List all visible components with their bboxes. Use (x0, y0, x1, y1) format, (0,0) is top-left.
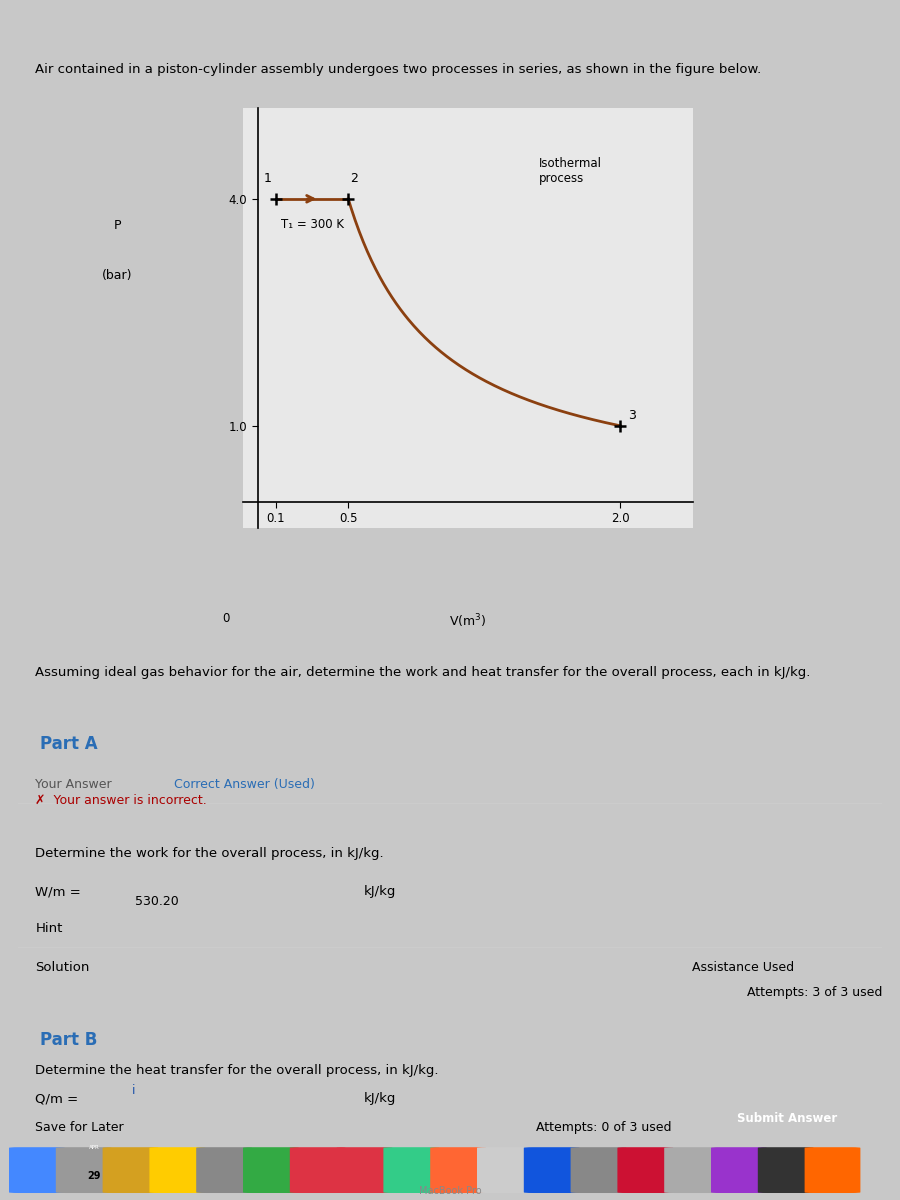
FancyBboxPatch shape (243, 1147, 299, 1193)
Text: Attempts: 0 of 3 used: Attempts: 0 of 3 used (536, 1121, 672, 1134)
FancyBboxPatch shape (337, 1147, 392, 1193)
Text: MacBook Pro: MacBook Pro (418, 1186, 482, 1196)
Text: P: P (113, 220, 121, 232)
FancyBboxPatch shape (617, 1147, 673, 1193)
FancyBboxPatch shape (524, 1147, 580, 1193)
Text: Your Answer: Your Answer (35, 779, 112, 791)
Text: APR: APR (89, 1145, 100, 1151)
Text: Part B: Part B (40, 1031, 97, 1049)
Text: V(m$^3$): V(m$^3$) (449, 612, 487, 630)
Text: Submit Answer: Submit Answer (737, 1112, 838, 1126)
Text: kJ/kg: kJ/kg (364, 1092, 396, 1105)
Text: Part A: Part A (40, 734, 97, 754)
FancyBboxPatch shape (477, 1147, 533, 1193)
FancyBboxPatch shape (664, 1147, 720, 1193)
FancyBboxPatch shape (149, 1147, 205, 1193)
Text: kJ/kg: kJ/kg (364, 886, 396, 899)
Text: 1: 1 (265, 172, 272, 185)
FancyBboxPatch shape (290, 1147, 346, 1193)
Text: Q/m =: Q/m = (35, 1092, 78, 1105)
Text: Determine the heat transfer for the overall process, in kJ/kg.: Determine the heat transfer for the over… (35, 1064, 439, 1078)
Text: Determine the work for the overall process, in kJ/kg.: Determine the work for the overall proce… (35, 847, 384, 859)
Text: 3: 3 (627, 409, 635, 422)
Text: 29: 29 (88, 1171, 101, 1181)
Text: 0: 0 (222, 612, 230, 625)
Text: (bar): (bar) (102, 270, 132, 282)
FancyBboxPatch shape (758, 1147, 814, 1193)
Text: Hint: Hint (35, 922, 63, 935)
Text: 2: 2 (350, 172, 358, 185)
FancyBboxPatch shape (103, 1147, 158, 1193)
FancyBboxPatch shape (805, 1147, 860, 1193)
FancyBboxPatch shape (383, 1147, 439, 1193)
Text: Attempts: 3 of 3 used: Attempts: 3 of 3 used (747, 986, 882, 998)
Text: 530.20: 530.20 (135, 895, 179, 908)
Text: ✗  Your answer is incorrect.: ✗ Your answer is incorrect. (35, 794, 207, 806)
Text: Assistance Used: Assistance Used (692, 961, 794, 973)
Text: Assuming ideal gas behavior for the air, determine the work and heat transfer fo: Assuming ideal gas behavior for the air,… (35, 666, 811, 679)
Text: Isothermal
process: Isothermal process (539, 157, 602, 185)
Text: T₁ = 300 K: T₁ = 300 K (281, 217, 344, 230)
Text: Correct Answer (Used): Correct Answer (Used) (174, 779, 314, 791)
Text: W/m =: W/m = (35, 886, 81, 899)
FancyBboxPatch shape (571, 1147, 626, 1193)
FancyBboxPatch shape (196, 1147, 252, 1193)
FancyBboxPatch shape (9, 1147, 65, 1193)
FancyBboxPatch shape (56, 1147, 112, 1193)
Text: Solution: Solution (35, 961, 90, 973)
Text: i: i (131, 1085, 135, 1097)
FancyBboxPatch shape (711, 1147, 767, 1193)
Text: Air contained in a piston-cylinder assembly undergoes two processes in series, a: Air contained in a piston-cylinder assem… (35, 64, 761, 77)
Text: Save for Later: Save for Later (35, 1121, 124, 1134)
FancyBboxPatch shape (430, 1147, 486, 1193)
